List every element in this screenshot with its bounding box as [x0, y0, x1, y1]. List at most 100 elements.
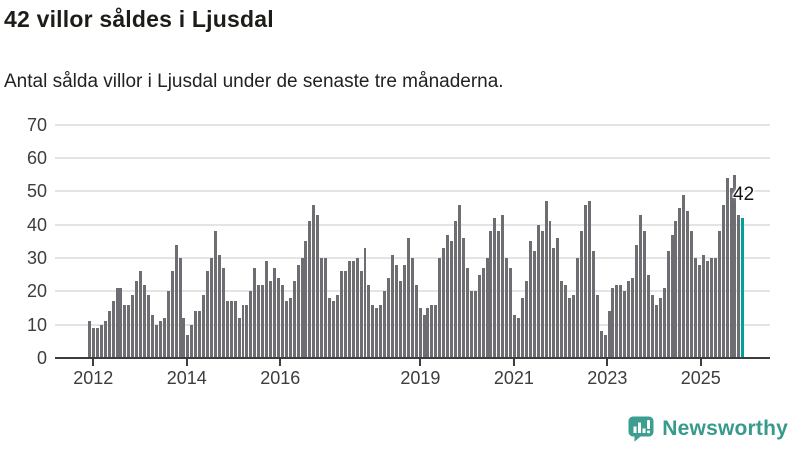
bar — [717, 231, 721, 358]
bar — [454, 221, 458, 358]
bar — [642, 231, 646, 358]
x-tick — [279, 359, 282, 366]
x-tick-label: 2025 — [680, 368, 721, 388]
bar — [174, 244, 178, 358]
bar — [583, 204, 587, 358]
bar — [635, 244, 639, 358]
y-tick-label: 10 — [26, 314, 47, 335]
bar — [261, 284, 265, 358]
bar — [347, 261, 351, 358]
y-tick-label: 70 — [26, 114, 47, 135]
bar — [501, 214, 505, 358]
bar — [363, 248, 367, 358]
bar — [670, 234, 674, 358]
bar — [320, 258, 324, 358]
bar — [552, 248, 556, 358]
newsworthy-logo-text: Newsworthy — [662, 417, 788, 440]
bar — [312, 204, 316, 358]
x-tick-label: 2021 — [493, 368, 534, 388]
bar — [646, 274, 650, 358]
highlighted-bar — [741, 218, 745, 358]
bar — [658, 298, 662, 358]
bar — [375, 308, 379, 358]
bar — [269, 281, 273, 358]
y-tick-label: 0 — [36, 348, 47, 368]
bar — [410, 258, 414, 358]
bar — [308, 221, 312, 358]
bar — [402, 264, 406, 358]
bar — [194, 311, 198, 358]
bar — [702, 254, 705, 358]
bar — [556, 238, 560, 358]
bar — [477, 274, 481, 358]
x-tick-label: 2012 — [73, 368, 114, 388]
bar — [709, 258, 713, 358]
gridline — [55, 123, 770, 126]
bar — [166, 291, 170, 358]
bar — [509, 268, 513, 358]
bar — [284, 301, 288, 358]
bar — [532, 251, 536, 358]
bar — [135, 281, 139, 358]
bar — [178, 258, 182, 358]
bar — [162, 318, 166, 358]
bar — [115, 288, 119, 358]
y-tick-label: 50 — [26, 181, 47, 202]
bar — [430, 304, 434, 358]
bar — [528, 241, 532, 358]
bar — [450, 241, 454, 358]
x-tick-label: 2023 — [587, 368, 628, 388]
bar — [88, 321, 91, 358]
bar — [355, 258, 359, 358]
bar — [406, 238, 410, 358]
bar — [300, 258, 304, 358]
bar — [182, 318, 186, 358]
bar — [639, 214, 642, 358]
bar — [678, 208, 682, 358]
bar — [398, 281, 402, 358]
bar — [623, 291, 627, 358]
bar — [434, 304, 438, 358]
bar — [190, 324, 194, 358]
bar — [599, 331, 603, 358]
bar — [576, 258, 580, 358]
bar — [517, 318, 520, 358]
bar — [469, 291, 473, 358]
bar — [682, 194, 686, 358]
bar — [442, 248, 446, 358]
bar — [339, 271, 343, 358]
bar — [414, 284, 418, 358]
gridline — [55, 223, 770, 226]
bar — [520, 298, 524, 358]
y-tick-label: 60 — [26, 148, 47, 168]
bar — [328, 298, 332, 358]
bar — [587, 201, 591, 358]
bar — [186, 334, 190, 358]
bar — [221, 268, 225, 358]
bar — [143, 284, 147, 358]
bar — [650, 294, 654, 358]
bar — [245, 304, 249, 358]
bar — [296, 264, 300, 358]
bar — [210, 258, 213, 358]
bar — [111, 301, 115, 358]
bar — [154, 324, 158, 358]
bar — [426, 308, 430, 358]
bar — [505, 258, 509, 358]
bar — [721, 204, 725, 358]
bar — [288, 298, 292, 358]
bar — [119, 288, 123, 358]
bar — [627, 281, 631, 358]
chart-subtitle: Antal sålda villor i Ljusdal under de se… — [4, 71, 504, 92]
bar — [461, 238, 465, 358]
y-tick-label: 30 — [26, 248, 47, 268]
bar — [107, 311, 111, 358]
bar — [202, 294, 206, 358]
bar — [280, 284, 284, 358]
bar — [91, 328, 95, 358]
bar — [233, 301, 237, 358]
newsworthy-logo[interactable]: Newsworthy — [627, 415, 788, 443]
bar — [654, 304, 658, 358]
bar — [213, 231, 217, 358]
gridline — [55, 157, 770, 159]
